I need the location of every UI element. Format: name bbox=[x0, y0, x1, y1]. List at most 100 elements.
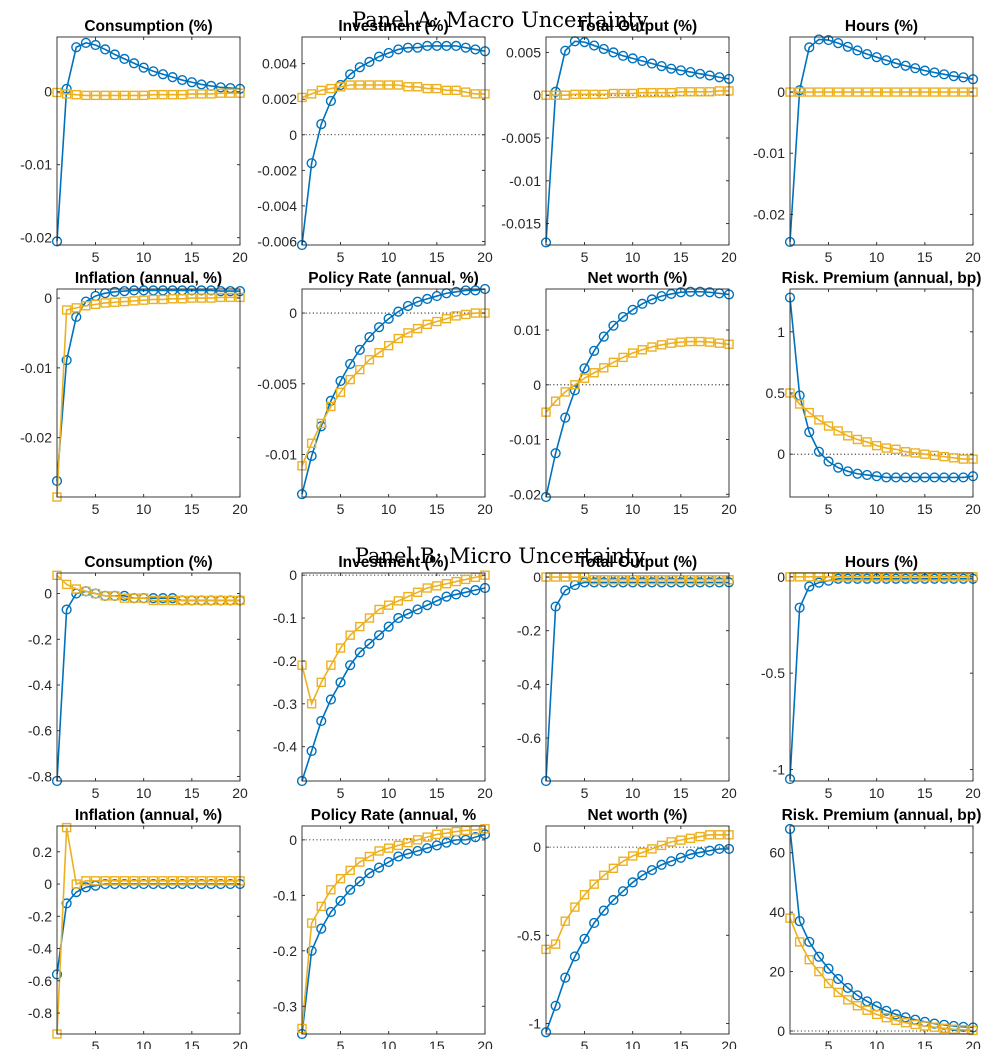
data-point-circle bbox=[579, 933, 590, 944]
x-tick-label: 5 bbox=[337, 249, 345, 265]
data-point-square bbox=[148, 89, 159, 100]
data-point-square bbox=[403, 837, 413, 848]
data-point-square bbox=[393, 840, 404, 851]
data-point-square bbox=[138, 593, 149, 603]
data-point-square bbox=[451, 85, 461, 96]
data-point-square bbox=[129, 593, 139, 603]
data-point-circle bbox=[61, 604, 72, 615]
data-point-square bbox=[794, 399, 805, 409]
data-point-circle bbox=[402, 608, 414, 619]
data-point-circle bbox=[335, 677, 346, 688]
chart-b-0-0: Consumption (%) 5 10 15 20 -0.8 -0.6 -0.4 -0.2 0 bbox=[28, 554, 248, 801]
y-tick-label: -1 bbox=[773, 761, 786, 777]
data-point-circle bbox=[422, 40, 433, 51]
data-point-circle bbox=[109, 49, 120, 60]
y-tick-label: -0.01 bbox=[753, 145, 785, 161]
plot-frame bbox=[301, 36, 486, 246]
data-point-square bbox=[393, 596, 404, 606]
x-tick-label: 20 bbox=[721, 1038, 737, 1049]
data-point-square bbox=[550, 939, 561, 949]
x-tick-label: 5 bbox=[337, 785, 345, 801]
data-point-circle bbox=[804, 427, 815, 438]
y-tick-label: -0.01 bbox=[509, 173, 541, 189]
chart-title: Net worth (%) bbox=[588, 807, 688, 824]
data-point-square bbox=[958, 454, 969, 464]
x-tick-label: 15 bbox=[917, 1038, 933, 1049]
chart-title: Risk. Premium (annual, bp) bbox=[782, 270, 982, 287]
data-point-circle bbox=[373, 51, 385, 62]
data-point-square bbox=[599, 870, 609, 881]
series-line-orange bbox=[301, 827, 486, 1029]
chart-b-1-2: Net worth (%) 5 10 15 20 -1 -0.5 0 bbox=[517, 807, 737, 1054]
data-point-circle bbox=[383, 856, 394, 868]
x-tick-label: 5 bbox=[92, 249, 100, 265]
y-tick-label: -0.2 bbox=[517, 623, 541, 639]
data-point-circle bbox=[813, 951, 824, 962]
data-point-circle bbox=[364, 638, 375, 649]
series-line-orange bbox=[546, 90, 729, 97]
y-tick-label: 40 bbox=[769, 904, 785, 920]
data-point-circle bbox=[929, 472, 940, 483]
data-point-circle bbox=[900, 1012, 911, 1023]
data-point-circle bbox=[813, 446, 824, 457]
data-point-circle bbox=[364, 868, 375, 879]
data-point-circle bbox=[177, 74, 188, 86]
x-tick-label: 10 bbox=[625, 501, 641, 517]
series-line-blue bbox=[301, 587, 486, 782]
data-point-square bbox=[148, 876, 159, 886]
data-point-square bbox=[196, 293, 207, 303]
data-point-square bbox=[206, 89, 216, 99]
data-point-circle bbox=[100, 44, 111, 55]
data-point-circle bbox=[666, 288, 677, 300]
chart-a-0-1: Investment (%) 5 10 15 20 -0.006 -0.004 -0.002 0… bbox=[257, 18, 493, 265]
data-point-square bbox=[656, 87, 667, 98]
data-point-square bbox=[61, 89, 72, 99]
data-point-square bbox=[920, 87, 930, 97]
y-tick-label: 0 bbox=[44, 290, 52, 306]
data-point-circle bbox=[441, 837, 452, 848]
data-point-square bbox=[647, 575, 657, 585]
y-tick-label: -0.2 bbox=[273, 943, 297, 959]
data-point-square bbox=[412, 587, 423, 597]
data-point-square bbox=[441, 314, 452, 324]
data-point-square bbox=[695, 831, 705, 842]
data-point-circle bbox=[186, 285, 197, 296]
data-point-square bbox=[666, 87, 676, 98]
data-point-square bbox=[167, 876, 178, 886]
data-point-square bbox=[599, 575, 609, 585]
x-tick-label: 15 bbox=[917, 501, 933, 517]
y-tick-label: 0 bbox=[289, 832, 297, 848]
data-point-circle bbox=[71, 42, 82, 53]
data-point-square bbox=[949, 453, 959, 463]
data-point-circle bbox=[470, 831, 481, 843]
data-point-circle bbox=[579, 577, 590, 588]
data-point-square bbox=[148, 595, 159, 606]
data-point-square bbox=[306, 699, 317, 709]
y-tick-label: -1 bbox=[529, 1015, 542, 1031]
data-point-square bbox=[823, 978, 834, 989]
y-tick-label: 0.002 bbox=[262, 91, 297, 107]
data-point-circle bbox=[833, 462, 844, 473]
x-tick-label: 10 bbox=[136, 249, 152, 265]
y-tick-label: -0.015 bbox=[501, 216, 541, 232]
data-point-circle bbox=[560, 45, 571, 56]
data-point-circle bbox=[412, 296, 423, 307]
data-point-square bbox=[158, 89, 168, 100]
data-point-square bbox=[676, 835, 686, 845]
data-point-square bbox=[364, 355, 375, 365]
y-tick-label: 0 bbox=[777, 446, 785, 462]
data-point-circle bbox=[560, 412, 571, 423]
data-point-circle bbox=[412, 845, 423, 857]
data-point-circle bbox=[890, 58, 902, 69]
data-point-square bbox=[364, 851, 375, 862]
data-point-circle bbox=[675, 852, 686, 863]
data-point-square bbox=[852, 87, 863, 97]
data-point-square bbox=[100, 591, 110, 601]
data-point-square bbox=[374, 604, 384, 615]
data-point-square bbox=[589, 575, 599, 585]
data-point-square bbox=[81, 90, 91, 101]
y-tick-label: -0.01 bbox=[20, 157, 52, 173]
data-point-square bbox=[61, 579, 72, 590]
data-point-square bbox=[550, 396, 561, 406]
data-point-square bbox=[618, 856, 628, 866]
